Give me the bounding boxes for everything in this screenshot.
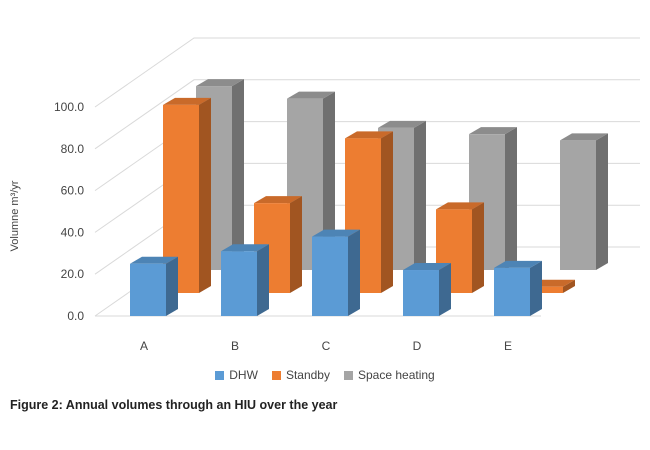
bar-top	[163, 97, 211, 105]
bar-side	[323, 91, 335, 271]
legend-swatch-standby	[271, 370, 281, 380]
y-tick-label: 20.0	[61, 267, 85, 281]
bar-front	[560, 140, 596, 270]
bar-front	[130, 263, 166, 316]
figure-caption: Figure 2: Annual volumes through an HIU …	[10, 398, 338, 412]
bar-side	[257, 244, 269, 316]
legend-item-dhw: DHW	[215, 368, 258, 382]
bar-dhw-E	[494, 260, 542, 316]
bar-top	[345, 131, 393, 139]
legend-swatch-space-heating	[343, 370, 353, 380]
legend-item-standby: Standby	[271, 368, 330, 382]
bar-front	[312, 236, 348, 316]
bar-front	[527, 286, 563, 293]
bar-side	[232, 79, 244, 270]
bar-side	[530, 260, 542, 316]
legend-label-dhw: DHW	[229, 368, 258, 382]
bar-top	[130, 256, 178, 264]
x-tick-label: D	[413, 339, 422, 353]
bar-side	[166, 256, 178, 316]
bar-dhw-B	[221, 244, 269, 316]
legend-label-space-heating: Space heating	[357, 368, 435, 382]
bar-dhw-A	[130, 256, 178, 316]
bars	[130, 79, 608, 316]
bar-side	[563, 279, 575, 293]
bar-top	[494, 260, 542, 268]
gridline	[94, 37, 640, 108]
y-tick-label: 100.0	[54, 100, 84, 114]
y-tick-label: 60.0	[61, 184, 85, 198]
bar-top	[560, 133, 608, 141]
bar-dhw-D	[403, 263, 451, 316]
y-tick-labels: 0.0 20.0 40.0 60.0 80.0 100.0	[54, 100, 84, 323]
bar-front	[403, 270, 439, 316]
x-tick-label: C	[322, 339, 331, 353]
bar-top	[254, 196, 302, 204]
legend-label-standby: Standby	[285, 368, 330, 382]
gridline	[94, 79, 640, 150]
x-tick-label: A	[140, 339, 148, 353]
bar-side	[596, 133, 608, 270]
x-tick-label: B	[231, 339, 239, 353]
bar-front	[221, 251, 257, 316]
bar-top	[378, 120, 426, 128]
y-tick-label: 40.0	[61, 225, 85, 239]
bar-top	[221, 244, 269, 252]
legend-item-space-heating: Space heating	[343, 368, 435, 382]
bar-dhw-C	[312, 229, 360, 316]
bar-top	[403, 263, 451, 271]
y-tick-label: 0.0	[67, 309, 84, 323]
x-tick-label: E	[504, 339, 512, 353]
chart: 0.0 20.0 40.0 60.0 80.0 100.0 Volumne m³/yr A B C…	[9, 37, 640, 353]
bar-top	[469, 127, 517, 135]
bar-side	[472, 202, 484, 293]
legend-swatch-dhw	[215, 370, 225, 380]
bar-side	[439, 263, 451, 316]
chart-svg: 0.0 20.0 40.0 60.0 80.0 100.0 Volumne m³/yr A B C…	[9, 37, 640, 353]
y-tick-label: 80.0	[61, 142, 85, 156]
bar-side	[414, 120, 426, 270]
legend: DHW Standby Space heating	[0, 368, 650, 382]
bar-top	[196, 79, 244, 87]
bar-side	[505, 127, 517, 271]
x-tick-labels: A B C D E	[140, 339, 512, 353]
bar-top	[436, 202, 484, 210]
bar-side	[381, 131, 393, 293]
y-axis-label: Volumne m³/yr	[9, 180, 21, 251]
bar-side	[348, 229, 360, 316]
bar-top	[287, 91, 335, 99]
bar-standby-C	[345, 131, 393, 293]
bar-space-heating-E	[560, 133, 608, 270]
bar-side	[199, 97, 211, 294]
bar-side	[290, 196, 302, 293]
bar-top	[312, 229, 360, 237]
bar-front	[494, 267, 530, 316]
